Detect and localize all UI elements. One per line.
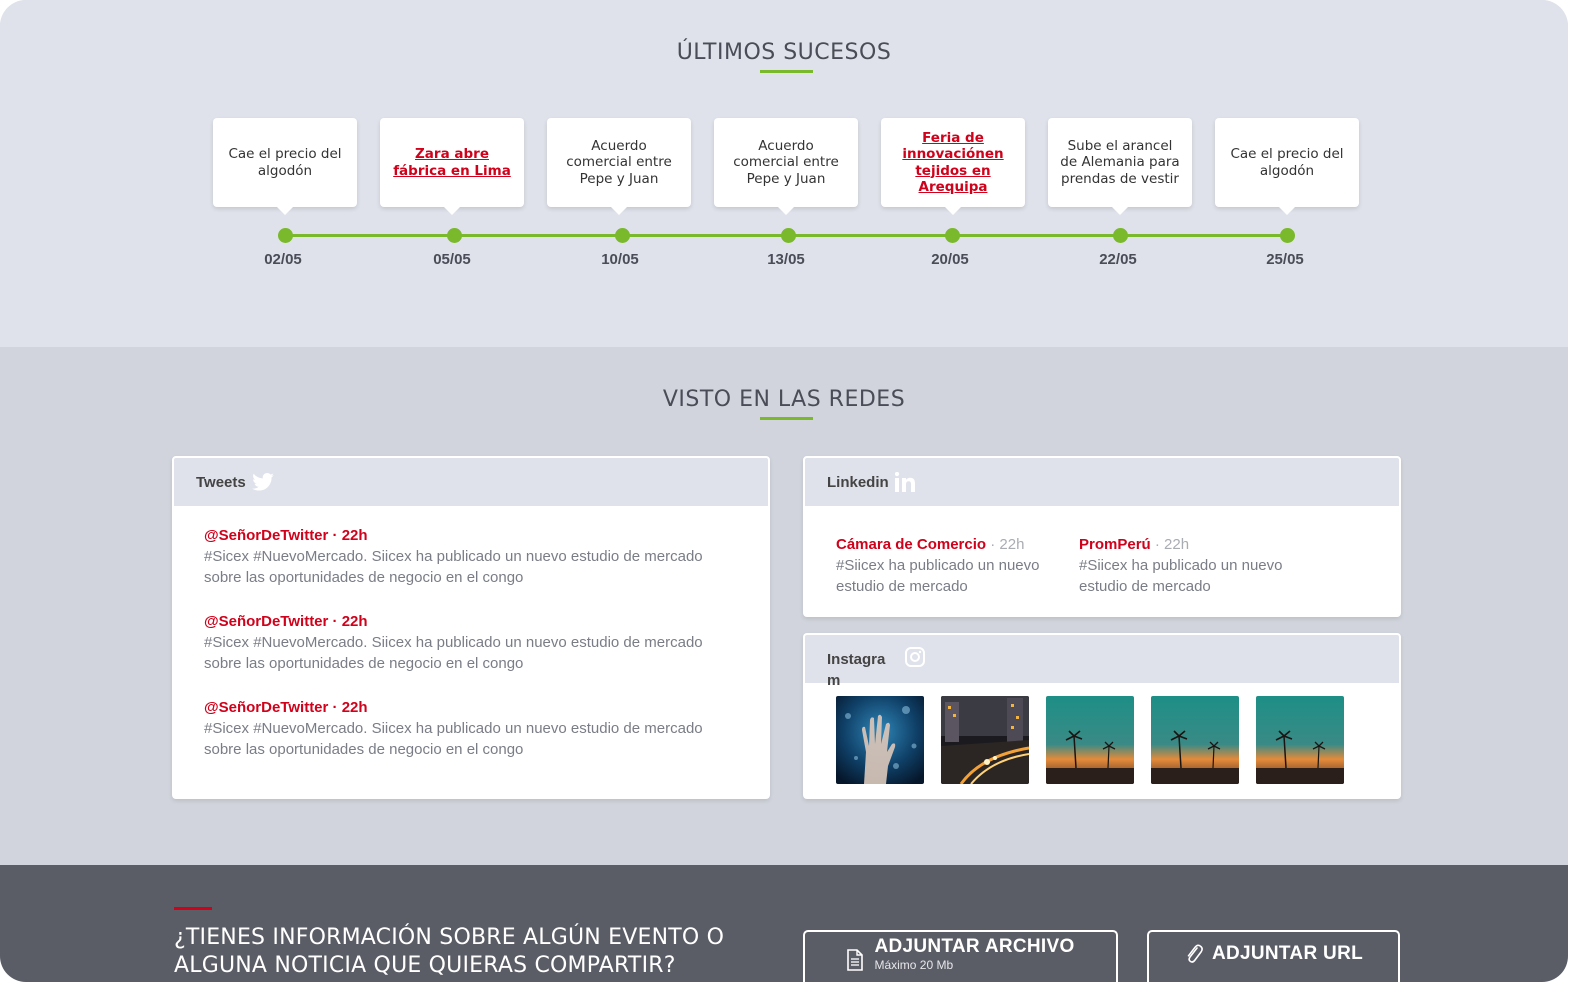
instagram-photo[interactable] [1046,696,1134,784]
timeline-card-text: Cae el precio del algodón [228,146,342,179]
tweet-item: @SeñorDeTwitter · 22h #Sicex #NuevoMerca… [204,526,744,588]
timeline-card-link-text[interactable]: Feria de innovaciónen tejidos en Arequip… [902,129,1004,196]
timeline-dot[interactable] [278,228,293,243]
linkedin-author[interactable]: PromPerú [1079,536,1151,553]
tweet-handle[interactable]: @SeñorDeTwitter · 22h [204,613,368,630]
linkedin-panel-header: Linkedin [805,458,1399,506]
instagram-photo[interactable] [1151,696,1239,784]
share-info-section: ¿TIENES INFORMACIÓN SOBRE ALGÚN EVENTO O… [0,865,1568,982]
timeline-date: 20/05 [931,251,969,268]
latest-events-title: ÚLTIMOS SUCESOS [676,40,892,65]
timeline-date: 02/05 [264,251,302,268]
tweet-text: #Sicex #NuevoMercado. Siicex ha publicad… [204,720,703,758]
timeline-card: Cae el precio del algodón [213,118,357,215]
linkedin-post-text: #Siicex ha publicado un nuevo estudio de… [836,557,1040,595]
linkedin-author[interactable]: Cámara de Comercio [836,536,987,553]
tweets-panel-header: Tweets [174,458,768,506]
timeline-dot[interactable] [447,228,462,243]
instagram-icon[interactable] [905,647,925,667]
linkedin-time: · 22h [1150,536,1190,553]
title-underline [760,70,813,73]
tweet-handle[interactable]: @SeñorDeTwitter · 22h [204,699,368,716]
social-title: VISTO EN LAS REDES [662,387,906,412]
tweets-label: Tweets [196,473,246,491]
timeline-dot[interactable] [615,228,630,243]
timeline-dot[interactable] [945,228,960,243]
instagram-label: Instagra m [827,651,886,689]
title-underline [760,417,813,420]
tweets-panel: Tweets @SeñorDeTwitter · 22h #Sicex #Nue… [172,456,770,799]
tweet-text: #Sicex #NuevoMercado. Siicex ha publicad… [204,548,703,586]
instagram-photo[interactable] [1256,696,1344,784]
attach-file-limit: Máximo 20 Mb [874,958,954,972]
tweet-handle[interactable]: @SeñorDeTwitter · 22h [204,527,368,544]
timeline-date: 22/05 [1099,251,1137,268]
timeline-date: 05/05 [433,251,471,268]
latest-events-section: ÚLTIMOS SUCESOS Cae el precio del algodó… [0,0,1568,347]
timeline-card: Cae el precio del algodón [1215,118,1359,215]
instagram-panel-header: Instagra m [805,635,1399,689]
tweet-item: @SeñorDeTwitter · 22h #Sicex #NuevoMerca… [204,698,744,760]
linkedin-post-text: #Siicex ha publicado un nuevo estudio de… [1079,557,1283,595]
instagram-photo[interactable] [941,696,1029,784]
linkedin-post: Cámara de Comercio · 22h #Siicex ha publ… [836,534,1046,597]
linkedin-icon[interactable] [894,472,915,492]
timeline-card-text: Cae el precio del algodón [1230,146,1344,179]
tweet-item: @SeñorDeTwitter · 22h #Sicex #NuevoMerca… [204,612,744,674]
linkedin-label: Linkedin [827,473,889,491]
timeline-date: 25/05 [1266,251,1304,268]
timeline-date: 10/05 [601,251,639,268]
instagram-photo[interactable] [836,696,924,784]
timeline-dot[interactable] [1113,228,1128,243]
timeline-card: Acuerdo comercial entre Pepe y Juan [714,118,858,215]
attach-url-label: ADJUNTAR URL [1211,943,1364,964]
timeline-card-text: Acuerdo comercial entre Pepe y Juan [566,137,672,187]
tweet-text: #Sicex #NuevoMercado. Siicex ha publicad… [204,634,703,672]
timeline-card-link-text[interactable]: Zara abre fábrica en Lima [393,146,511,179]
linkedin-post: PromPerú · 22h #Siicex ha publicado un n… [1079,534,1289,597]
timeline-dot[interactable] [781,228,796,243]
attach-file-label: ADJUNTAR ARCHIVO [874,936,1075,957]
attach-url-button[interactable]: ADJUNTAR URL [1147,930,1400,982]
attach-file-button[interactable]: ADJUNTAR ARCHIVO Máximo 20 Mb [803,930,1118,982]
timeline-card: Sube el arancel de Alemania para prendas… [1048,118,1192,215]
timeline-card-text: Sube el arancel de Alemania para prendas… [1060,137,1180,187]
cta-question: ¿TIENES INFORMACIÓN SOBRE ALGÚN EVENTO O… [174,925,725,978]
timeline-card-link[interactable]: Zara abre fábrica en Lima [380,118,524,215]
timeline-date: 13/05 [767,251,805,268]
timeline-dot[interactable] [1280,228,1295,243]
twitter-icon[interactable] [251,473,274,491]
timeline-card: Acuerdo comercial entre Pepe y Juan [547,118,691,215]
paperclip-icon [1184,943,1204,965]
linkedin-panel: Linkedin Cámara de Comercio · 22h #Siice… [803,456,1401,617]
document-icon [846,949,864,971]
timeline-card-text: Acuerdo comercial entre Pepe y Juan [733,137,839,187]
social-section: VISTO EN LAS REDES Tweets @SeñorDeTwitte… [0,347,1568,865]
cta-accent-bar [174,907,212,910]
instagram-panel: Instagra m [803,633,1401,799]
linkedin-time: · 22h [986,536,1025,553]
timeline-card-link[interactable]: Feria de innovaciónen tejidos en Arequip… [881,118,1025,215]
